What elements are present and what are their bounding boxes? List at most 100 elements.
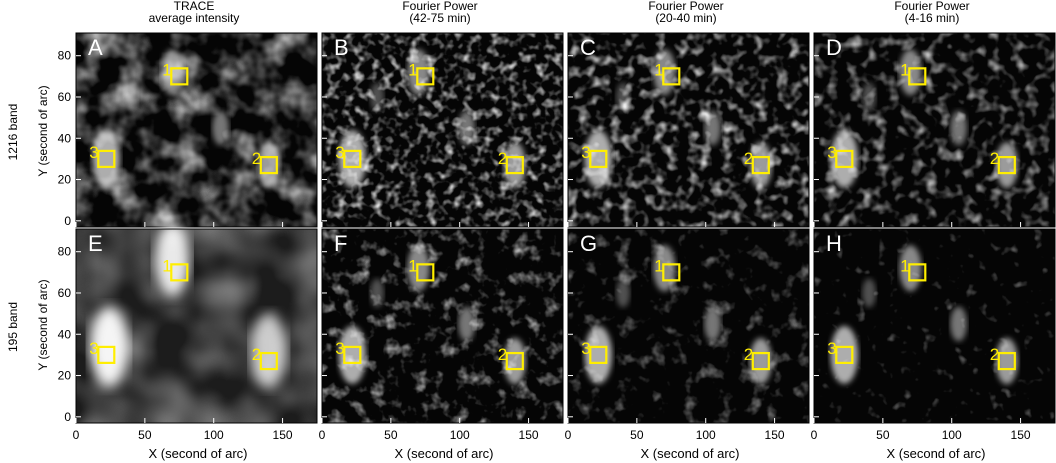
region-box-2	[505, 351, 524, 371]
region-label-3: 3	[335, 143, 344, 162]
panel-texture	[322, 229, 563, 423]
x-tick-label: 150	[765, 428, 785, 442]
region-label-2: 2	[744, 345, 753, 364]
region-box-2	[505, 155, 524, 175]
region-box-3	[97, 149, 116, 168]
panel-texture	[568, 33, 809, 227]
bright-feature	[458, 306, 475, 342]
region-box-1	[662, 263, 681, 282]
bright-feature	[370, 278, 384, 308]
bright-feature	[370, 82, 384, 112]
bright-feature	[616, 82, 630, 112]
panel-F: F 1 2 3 0 50 100 150	[319, 228, 564, 442]
x-tick-label: 50	[138, 428, 152, 442]
region-box-1	[170, 67, 189, 86]
region-label-1: 1	[654, 60, 663, 79]
region-label-2: 2	[252, 149, 261, 168]
x-axis-label-1: X (second of arc)	[148, 446, 248, 461]
region-label-1: 1	[900, 60, 909, 79]
panel-frame	[321, 228, 564, 424]
panel-letter: D	[826, 35, 842, 60]
bright-feature	[458, 110, 475, 146]
panel-B: B 1 2 3	[321, 32, 564, 228]
bright-feature	[584, 130, 613, 188]
title-line: Fourier Power	[894, 0, 970, 13]
region-box-1	[908, 67, 927, 86]
bright-feature	[950, 306, 967, 342]
region-label-3: 3	[89, 339, 98, 358]
panel-texture	[76, 33, 317, 227]
region-label-3: 3	[89, 143, 98, 162]
region-label-1: 1	[408, 256, 417, 275]
bright-feature	[830, 130, 859, 188]
bright-feature	[124, 82, 138, 112]
x-axis-label-2: X (second of arc)	[394, 446, 494, 461]
region-box-3	[343, 345, 362, 364]
bright-feature	[950, 110, 967, 146]
region-box-1	[416, 67, 435, 86]
region-label-2: 2	[498, 149, 507, 168]
x-tick-label: 0	[73, 428, 80, 442]
x-tick-label: 100	[204, 428, 224, 442]
panel-frame	[75, 228, 318, 424]
panel-letter: B	[334, 35, 349, 60]
region-box-2	[259, 351, 278, 371]
bright-feature	[338, 326, 367, 384]
panel-frame	[567, 32, 810, 228]
bright-feature	[862, 82, 876, 112]
bright-feature	[584, 326, 613, 384]
bright-feature	[212, 110, 229, 146]
region-box-1	[908, 263, 927, 282]
title-line: Fourier Power	[402, 0, 478, 13]
title-line: Fourier Power	[648, 0, 724, 13]
bright-feature	[257, 141, 280, 189]
y-tick-label: 40	[58, 131, 72, 145]
x-axis-label-4: X (second of arc)	[886, 446, 986, 461]
bright-feature	[862, 278, 876, 308]
panel-G: G 1 2 3 0 50 100 150	[565, 228, 810, 442]
region-label-2: 2	[990, 149, 999, 168]
bright-feature	[503, 337, 526, 385]
region-box-1	[662, 67, 681, 86]
column-title-3: Fourier Power (20-40 min)	[576, 0, 796, 24]
bright-feature	[830, 326, 859, 384]
y-tick-label: 0	[64, 410, 71, 424]
region-box-3	[343, 149, 362, 168]
region-label-1: 1	[408, 60, 417, 79]
x-tick-label: 0	[565, 428, 572, 442]
x-tick-label: 0	[319, 428, 326, 442]
panel-frame	[813, 228, 1056, 424]
panel-frame	[813, 32, 1056, 228]
region-box-3	[589, 345, 608, 364]
region-label-3: 3	[581, 143, 590, 162]
x-tick-label: 100	[450, 428, 470, 442]
region-box-2	[997, 351, 1016, 371]
bright-feature	[338, 130, 367, 188]
region-label-3: 3	[581, 339, 590, 358]
region-label-1: 1	[654, 256, 663, 275]
title-line: (42-75 min)	[409, 11, 471, 25]
panel-letter: H	[826, 231, 842, 256]
title-line: (4-16 min)	[904, 11, 960, 25]
x-tick-label: 150	[519, 428, 539, 442]
panel-letter: C	[580, 35, 596, 60]
region-box-3	[97, 345, 116, 364]
y-tick-label: 60	[58, 90, 72, 104]
title-line: (20-40 min)	[655, 11, 717, 25]
bright-feature	[704, 306, 721, 342]
region-box-3	[835, 149, 854, 168]
region-box-2	[751, 351, 770, 371]
region-label-2: 2	[990, 345, 999, 364]
y-tick-label: 0	[64, 214, 71, 228]
y-tick-label: 80	[58, 49, 72, 63]
region-label-1: 1	[900, 256, 909, 275]
panel-texture	[568, 229, 809, 423]
panel-letter: E	[88, 231, 103, 256]
bright-feature	[92, 130, 121, 188]
x-tick-label: 100	[942, 428, 962, 442]
region-box-1	[170, 263, 189, 282]
region-label-2: 2	[744, 149, 753, 168]
region-label-2: 2	[498, 345, 507, 364]
x-tick-label: 100	[696, 428, 716, 442]
